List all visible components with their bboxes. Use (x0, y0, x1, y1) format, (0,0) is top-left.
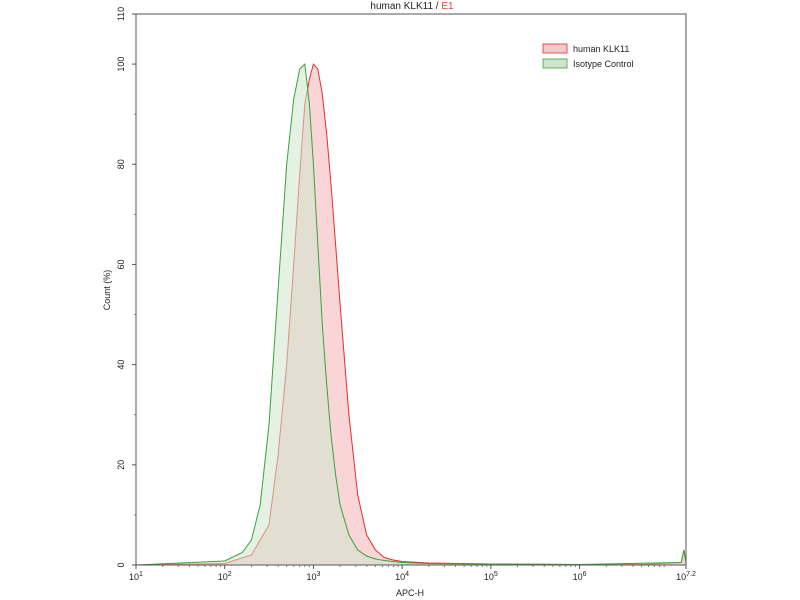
legend-label: Isotype Control (573, 59, 634, 69)
y-tick-label: 60 (116, 259, 126, 269)
x-axis: 101 102 103 104 105 106 107.2 (129, 565, 696, 582)
x-tick-label: 104 (395, 571, 409, 582)
y-tick-label: 110 (116, 7, 126, 21)
x-tick-label: 107.2 (676, 571, 696, 582)
y-tick-label: 0 (116, 562, 126, 567)
y-tick-label: 40 (116, 360, 126, 370)
plot-area (135, 63, 687, 566)
series-line-human-klk11 (135, 63, 687, 566)
plot-frame (135, 13, 687, 566)
legend-swatch (542, 58, 568, 69)
chart-title: human KLK11 / E1 (370, 1, 454, 12)
legend: human KLK11 Isotype Control (542, 43, 634, 69)
x-tick-label: 103 (306, 571, 320, 582)
series-line-isotype-control (135, 63, 687, 566)
x-tick-label: 101 (129, 571, 143, 582)
x-tick-label: 105 (484, 571, 498, 582)
series-fill-isotype-control (136, 64, 686, 565)
y-tick-label: 100 (116, 57, 126, 72)
legend-label: human KLK11 (573, 44, 629, 54)
x-tick-label: 106 (573, 571, 587, 582)
legend-swatch (542, 43, 568, 54)
chart-title-part-1: E1 (441, 1, 454, 12)
y-tick-label: 20 (116, 460, 126, 470)
x-axis-title: APC-H (396, 588, 424, 598)
y-axis-title: Count (%) (102, 270, 112, 311)
x-tick-label: 102 (218, 571, 232, 582)
chart-title-part-0: human KLK11 / (370, 1, 441, 12)
y-axis: 0 20 40 60 80 100 110 (116, 7, 136, 568)
series-fill-human-klk11 (136, 64, 686, 565)
y-tick-label: 80 (116, 159, 126, 169)
